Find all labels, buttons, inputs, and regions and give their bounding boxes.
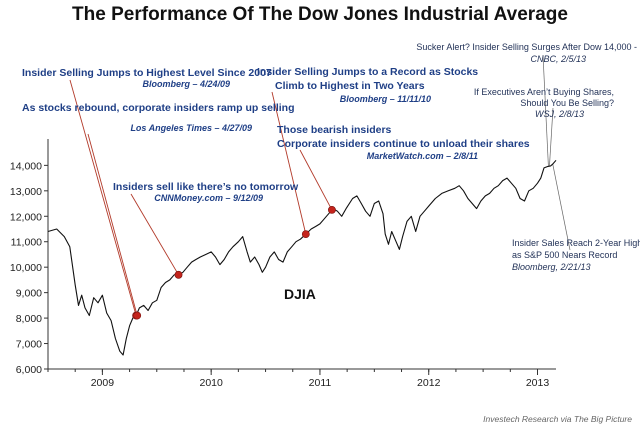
annotation-5-source: MarketWatch.com – 2/8/11	[367, 151, 478, 161]
plot-area: 6,000 7,000 8,000 9,000 10,000 11,000 12,000 13…	[10, 54, 571, 389]
x-tick-label: 2012	[417, 377, 441, 389]
y-tick-label: 14,000	[10, 160, 42, 172]
series-label: DJIA	[284, 286, 316, 302]
annotation-5-headline-2: Corporate insiders continue to unload th…	[277, 138, 530, 150]
y-tick-label: 13,000	[10, 186, 42, 198]
chart-credit: Investech Research via The Big Picture	[483, 414, 632, 424]
annotation-1: Insider Selling Jumps to Highest Level S…	[22, 67, 272, 89]
x-axis-ticks: 2009 2010 2011 2012 2013	[47, 369, 550, 389]
annotation-leader	[69, 79, 137, 316]
annotation-leader	[87, 133, 138, 316]
annotation-8-headline-2: as S&P 500 Nears Record	[512, 250, 617, 260]
annotation-8: Insider Sales Reach 2-Year High as S&P 5…	[512, 238, 640, 272]
x-tick-label: 2013	[526, 377, 550, 389]
annotation-5: Those bearish insiders Corporate insider…	[277, 124, 530, 161]
annotation-1-headline: Insider Selling Jumps to Highest Level S…	[22, 67, 272, 79]
annotation-4-headline-2: Climb to Highest in Two Years	[275, 80, 425, 92]
annotation-6-source: CNBC, 2/5/13	[530, 54, 586, 64]
y-tick-label: 12,000	[10, 211, 42, 223]
annotation-2-source: Los Angeles Times – 4/27/09	[130, 123, 252, 133]
annotation-6: Sucker Alert? Insider Selling Surges Aft…	[416, 42, 637, 64]
y-tick-label: 9,000	[16, 288, 42, 300]
x-tick-label: 2009	[91, 377, 115, 389]
annotation-5-headline-1: Those bearish insiders	[277, 124, 392, 136]
annotation-3: Insiders sell like there’s no tomorrow C…	[113, 181, 299, 203]
annotation-3-source: CNNMoney.com – 9/12/09	[154, 193, 263, 203]
annotation-4: Insider Selling Jumps to a Record as Sto…	[257, 66, 478, 104]
annotation-leader	[271, 91, 307, 235]
annotation-2-headline: As stocks rebound, corporate insiders ra…	[22, 102, 294, 114]
annotation-8-source: Bloomberg, 2/21/13	[512, 262, 591, 272]
annotation-7-source: WSJ, 2/8/13	[535, 109, 584, 119]
annotation-3-headline: Insiders sell like there’s no tomorrow	[113, 181, 299, 193]
x-tick-label: 2011	[309, 377, 332, 389]
axes	[47, 139, 556, 370]
y-tick-label: 8,000	[16, 313, 42, 325]
annotation-markers	[132, 206, 336, 320]
y-axis-ticks: 6,000 7,000 8,000 9,000 10,000 11,000 12,000 13…	[10, 160, 48, 376]
annotation-7: If Executives Aren’t Buying Shares, Shou…	[474, 87, 614, 119]
y-tick-label: 10,000	[10, 262, 42, 274]
annotation-6-headline: Sucker Alert? Insider Selling Surges Aft…	[416, 42, 637, 52]
annotation-7-headline-1: If Executives Aren’t Buying Shares,	[474, 87, 614, 97]
annotation-1-source: Bloomberg – 4/24/09	[142, 79, 230, 89]
annotation-marker	[133, 311, 142, 320]
chart-title: The Performance Of The Dow Jones Industr…	[72, 4, 568, 25]
x-tick-label: 2010	[199, 377, 223, 389]
annotation-2: As stocks rebound, corporate insiders ra…	[22, 102, 294, 133]
annotation-leader	[130, 193, 179, 276]
annotation-marker	[174, 270, 183, 279]
annotation-leader	[549, 107, 554, 166]
annotation-leader-lines	[69, 54, 571, 316]
annotation-4-source: Bloomberg – 11/11/10	[340, 94, 431, 104]
annotation-leader	[542, 54, 549, 166]
annotation-8-headline-1: Insider Sales Reach 2-Year High	[512, 238, 640, 248]
annotation-leader	[552, 164, 571, 251]
annotation-marker	[301, 230, 310, 238]
annotation-7-headline-2: Should You Be Selling?	[520, 98, 614, 108]
y-tick-label: 11,000	[11, 237, 42, 249]
annotation-4-headline-1: Insider Selling Jumps to a Record as Sto…	[257, 66, 478, 78]
annotation-leader	[299, 149, 333, 211]
y-tick-label: 6,000	[16, 364, 42, 376]
y-tick-label: 7,000	[16, 339, 42, 351]
annotation-marker	[328, 206, 336, 214]
